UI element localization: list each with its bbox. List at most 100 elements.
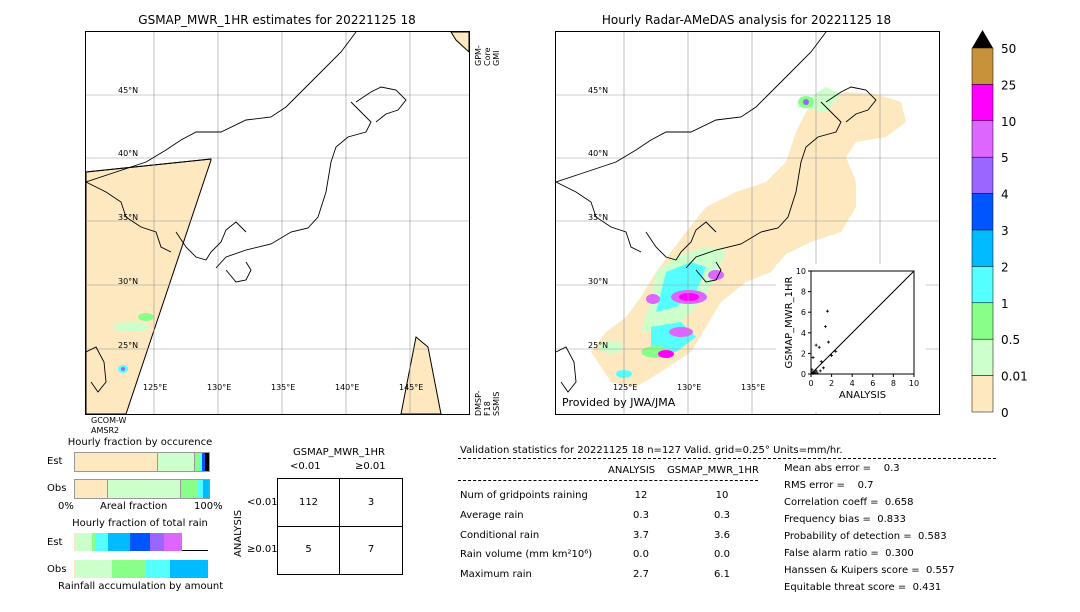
left-lat-label: 30°N xyxy=(118,277,138,286)
contingency-cell: 3 xyxy=(367,497,375,508)
validation-row-analysis: 0.0 xyxy=(633,549,649,560)
colorbar-tick-label: 0 xyxy=(1001,406,1009,420)
colorbar-segment xyxy=(971,302,994,340)
occurrence-obs-seg xyxy=(181,480,197,498)
scatter-point xyxy=(815,371,819,375)
colorbar-tick-label: 25 xyxy=(1001,78,1016,92)
scatter-point xyxy=(811,371,815,375)
left-lon-label: 145°E xyxy=(399,383,423,392)
colorbar-svg: 50 25 10 5 4 3 2 1 0.5 0.01 0 xyxy=(971,30,1028,420)
scatter-point xyxy=(834,349,838,353)
total-rain-obs-seg xyxy=(76,560,112,578)
colorbar: 50 25 10 5 4 3 2 1 0.5 0.01 0 xyxy=(970,30,1030,420)
scatter-y-tick-label: 6 xyxy=(801,308,806,317)
colorbar-segment xyxy=(971,156,994,194)
left-map-sensor-bottom: DMSP-F18 SSMIS xyxy=(474,390,501,416)
colorbar-overflow-arrow xyxy=(972,30,993,48)
validation-row-analysis: 2.7 xyxy=(633,569,649,580)
scatter-x-tick-label: 4 xyxy=(850,379,855,388)
colorbar-tick-label: 4 xyxy=(1001,188,1009,202)
scatter-y-tick-label: 8 xyxy=(801,288,806,297)
score-line: Hanssen & Kuipers score = 0.557 xyxy=(784,565,955,576)
left-lat-label: 40°N xyxy=(118,149,138,158)
total-rain-obs-seg xyxy=(112,560,146,578)
occurrence-obs-seg xyxy=(108,480,181,498)
colorbar-tick-label: 10 xyxy=(1001,115,1016,129)
scatter-point xyxy=(817,345,821,349)
validation-row-gsmap: 3.6 xyxy=(714,530,730,541)
colorbar-segment xyxy=(971,120,994,158)
left-map-sensor-top: GPM-Core GMI xyxy=(474,45,501,66)
colorbar-segment xyxy=(971,338,994,376)
colorbar-segment xyxy=(971,84,994,122)
occurrence-obs-seg xyxy=(75,480,108,498)
scatter-point xyxy=(819,360,823,364)
occurrence-est-seg xyxy=(205,453,209,471)
total-rain-est-bar xyxy=(74,533,208,551)
occurrence-row-est: Est xyxy=(47,456,63,467)
right-lat-label: 45°N xyxy=(588,86,608,95)
occurrence-axis-left: 0% xyxy=(58,501,74,512)
total-rain-est-seg xyxy=(130,533,150,551)
score-line: False alarm ratio = 0.300 xyxy=(784,548,914,559)
score-line: Mean abs error = 0.3 xyxy=(784,463,900,474)
left-lon-label: 130°E xyxy=(207,383,231,392)
left-lat-label: 25°N xyxy=(118,341,138,350)
scatter-point xyxy=(810,368,814,372)
validation-row-label: Num of gridpoints raining xyxy=(460,490,588,501)
validation-row-label: Average rain xyxy=(460,510,524,521)
total-rain-est-seg xyxy=(164,533,182,551)
total-rain-obs-seg xyxy=(170,560,186,578)
occurrence-obs-seg xyxy=(203,480,209,498)
scatter-point xyxy=(814,369,818,373)
validation-header-rule xyxy=(458,458,996,459)
total-rain-obs-seg xyxy=(146,560,170,578)
validation-col-gsmap: GSMAP_MWR_1HR xyxy=(667,465,759,476)
colorbar-tick-label: 0.5 xyxy=(1001,333,1020,347)
colorbar-segment xyxy=(971,375,994,413)
colorbar-tick-label: 0.01 xyxy=(1001,370,1028,384)
validation-row-label: Conditional rain xyxy=(460,530,540,541)
total-rain-row-est: Est xyxy=(47,537,63,548)
colorbar-tick-label: 5 xyxy=(1001,151,1009,165)
occurrence-obs-bar xyxy=(74,479,210,499)
occurrence-est-seg xyxy=(199,453,202,471)
total-rain-est-seg xyxy=(108,533,130,551)
scatter-point xyxy=(825,309,829,313)
validation-col-rule xyxy=(458,480,758,481)
right-lat-label: 25°N xyxy=(588,341,608,350)
scatter-point xyxy=(830,353,834,357)
colorbar-segment xyxy=(971,47,994,85)
right-lat-label: 40°N xyxy=(588,149,608,158)
scatter-plot: 0 2 4 6 8 10 0 2 4 6 8 10 ANALYSIS GSMAP_MWR_1HR xyxy=(784,267,919,401)
contingency-divider-h xyxy=(278,526,402,527)
validation-row-label: Rain volume (mm km²10⁶) xyxy=(460,549,593,560)
right-map-canvas: 45°N 40°N 35°N 30°N 25°N 125°E 130°E 135… xyxy=(556,32,939,414)
total-rain-est-seg xyxy=(150,533,164,551)
scatter-x-tick-label: 6 xyxy=(870,379,875,388)
left-map-canvas: 45°N 40°N 35°N 30°N 25°N 125°E 130°E 135… xyxy=(86,32,469,414)
colorbar-segment xyxy=(971,229,994,267)
score-line: Probability of detection = 0.583 xyxy=(784,531,947,542)
colorbar-segment xyxy=(971,193,994,231)
occurrence-est-seg xyxy=(202,453,205,471)
occurrence-row-obs: Obs xyxy=(47,483,67,494)
left-map-title: GSMAP_MWR_1HR estimates for 20221125 18 xyxy=(138,13,416,27)
scatter-y-tick-label: 10 xyxy=(796,267,806,276)
occurrence-est-seg xyxy=(158,453,195,471)
left-lat-label: 35°N xyxy=(118,213,138,222)
validation-header: Validation statistics for 20221125 18 n=… xyxy=(460,445,843,456)
total-rain-est-seg xyxy=(92,533,96,551)
contingency-row-axis-label: ANALYSIS xyxy=(233,509,244,557)
left-map: 45°N 40°N 35°N 30°N 25°N 125°E 130°E 135… xyxy=(85,31,470,415)
validation-row-label: Maximum rain xyxy=(460,569,532,580)
contingency-grid: 112 3 5 7 xyxy=(277,478,403,575)
total-rain-obs-bar xyxy=(74,560,208,578)
scatter-point xyxy=(818,369,822,373)
scatter-x-tick-label: 0 xyxy=(808,379,813,388)
right-lon-label: 130°E xyxy=(677,383,701,392)
colorbar-tick-label: 3 xyxy=(1001,224,1009,238)
colorbar-tick-label: 50 xyxy=(1001,42,1016,56)
left-lon-label: 125°E xyxy=(143,383,167,392)
scatter-point xyxy=(823,325,827,329)
